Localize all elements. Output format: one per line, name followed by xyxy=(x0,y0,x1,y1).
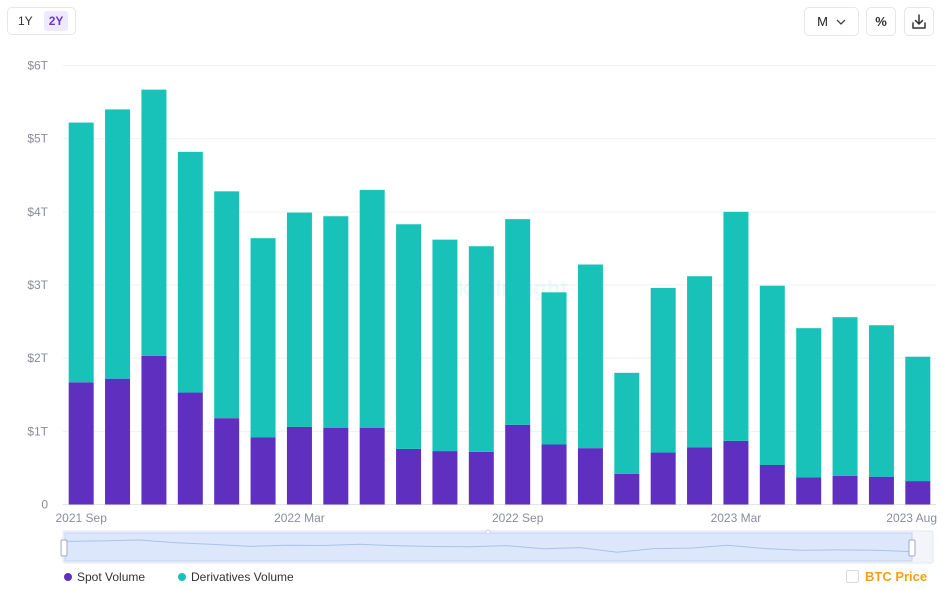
bar-derivatives-volume[interactable] xyxy=(141,89,167,356)
bar-derivatives-volume[interactable] xyxy=(505,219,531,425)
range-toggle: 1Y 2Y xyxy=(7,7,76,35)
interval-select[interactable]: M xyxy=(804,7,859,36)
navigator-left-handle[interactable] xyxy=(60,539,68,557)
bar-spot-volume[interactable] xyxy=(250,437,276,505)
bar-derivatives-volume[interactable] xyxy=(687,276,713,448)
bar-spot-volume[interactable] xyxy=(468,451,494,505)
bars xyxy=(68,89,931,505)
legend-spot-label: Spot Volume xyxy=(77,570,146,584)
y-tick-label: $5T xyxy=(27,132,48,146)
range-1y-button[interactable]: 1Y xyxy=(18,14,33,28)
y-tick-label: $2T xyxy=(27,351,48,365)
bar-spot-volume[interactable] xyxy=(286,426,312,505)
bar-derivatives-volume[interactable] xyxy=(214,191,240,419)
navigator-selection[interactable] xyxy=(64,532,913,562)
bar-spot-volume[interactable] xyxy=(577,448,603,505)
y-tick-label: 0 xyxy=(41,498,48,512)
y-tick-label: $1T xyxy=(27,424,48,438)
legend-btc-label: BTC Price xyxy=(865,569,928,584)
x-axis-ticks: 2021 Sep 2022 Mar 2022 Sep 2023 Mar 2023 Aug xyxy=(55,511,937,525)
bar-spot-volume[interactable] xyxy=(396,448,422,505)
download-icon xyxy=(912,13,926,29)
legend-derivatives-label: Derivatives Volume xyxy=(191,570,294,584)
bar-derivatives-volume[interactable] xyxy=(105,109,131,379)
bar-spot-volume[interactable] xyxy=(68,382,94,505)
bar-derivatives-volume[interactable] xyxy=(177,151,203,393)
bar-spot-volume[interactable] xyxy=(177,392,203,505)
bar-spot-volume[interactable] xyxy=(650,452,676,505)
bar-spot-volume[interactable] xyxy=(759,464,785,505)
x-tick-label: 2022 Mar xyxy=(274,511,325,525)
bar-spot-volume[interactable] xyxy=(905,481,931,505)
range-navigator xyxy=(60,529,934,564)
bar-derivatives-volume[interactable] xyxy=(759,285,785,465)
bar-derivatives-volume[interactable] xyxy=(68,122,94,383)
legend-derivatives[interactable]: Derivatives Volume xyxy=(178,570,294,584)
bar-spot-volume[interactable] xyxy=(323,427,349,505)
navigator-top-handle[interactable] xyxy=(485,529,491,535)
bar-derivatives-volume[interactable] xyxy=(868,325,894,477)
bar-derivatives-volume[interactable] xyxy=(250,238,276,438)
chevron-down-icon xyxy=(836,19,846,25)
legend-btc-checkbox[interactable] xyxy=(846,570,859,583)
bar-spot-volume[interactable] xyxy=(214,418,240,505)
bar-derivatives-volume[interactable] xyxy=(286,212,312,427)
bar-spot-volume[interactable] xyxy=(614,473,640,505)
bar-derivatives-volume[interactable] xyxy=(796,328,822,478)
y-tick-label: $6T xyxy=(27,59,48,73)
bar-derivatives-volume[interactable] xyxy=(577,264,603,449)
y-tick-label: $4T xyxy=(27,205,48,219)
bar-spot-volume[interactable] xyxy=(868,476,894,505)
y-tick-label: $3T xyxy=(27,278,48,292)
bar-spot-volume[interactable] xyxy=(359,427,385,505)
navigator-right-handle[interactable] xyxy=(908,539,916,557)
bar-derivatives-volume[interactable] xyxy=(905,356,931,482)
navigator-series xyxy=(65,539,912,553)
bar-derivatives-volume[interactable] xyxy=(541,292,567,445)
percent-icon: % xyxy=(875,14,887,29)
bar-spot-volume[interactable] xyxy=(505,424,531,505)
grid-lines xyxy=(63,65,936,505)
legend-btc-price[interactable]: BTC Price xyxy=(846,569,927,584)
download-button[interactable] xyxy=(904,7,934,36)
interval-value: M xyxy=(817,14,828,29)
x-tick-label: 2022 Sep xyxy=(492,511,544,525)
percent-toggle-button[interactable]: % xyxy=(866,7,896,36)
bar-spot-volume[interactable] xyxy=(796,477,822,505)
x-tick-label: 2023 Aug xyxy=(886,511,937,525)
bar-derivatives-volume[interactable] xyxy=(468,246,494,452)
bar-spot-volume[interactable] xyxy=(105,378,131,505)
x-tick-label: 2021 Sep xyxy=(55,511,107,525)
y-axis-ticks: 0 $1T $2T $3T $4T $5T $6T xyxy=(27,59,48,512)
x-tick-label: 2023 Mar xyxy=(711,511,762,525)
bar-derivatives-volume[interactable] xyxy=(359,189,385,428)
bar-derivatives-volume[interactable] xyxy=(323,216,349,428)
bar-derivatives-volume[interactable] xyxy=(396,224,422,449)
bar-derivatives-volume[interactable] xyxy=(650,287,676,453)
bar-derivatives-volume[interactable] xyxy=(832,317,858,476)
bar-spot-volume[interactable] xyxy=(723,440,749,505)
bar-spot-volume[interactable] xyxy=(687,447,713,505)
bar-spot-volume[interactable] xyxy=(141,355,167,505)
bar-spot-volume[interactable] xyxy=(541,444,567,505)
bar-spot-volume[interactable] xyxy=(432,451,458,505)
legend-spot[interactable]: Spot Volume xyxy=(64,570,145,584)
bar-spot-volume[interactable] xyxy=(832,475,858,505)
bar-derivatives-volume[interactable] xyxy=(432,239,458,452)
legend-derivatives-dot xyxy=(178,573,186,581)
bar-derivatives-volume[interactable] xyxy=(723,211,749,441)
bar-derivatives-volume[interactable] xyxy=(614,372,640,474)
legend-spot-dot xyxy=(64,573,72,581)
range-2y-button[interactable]: 2Y xyxy=(43,11,69,31)
